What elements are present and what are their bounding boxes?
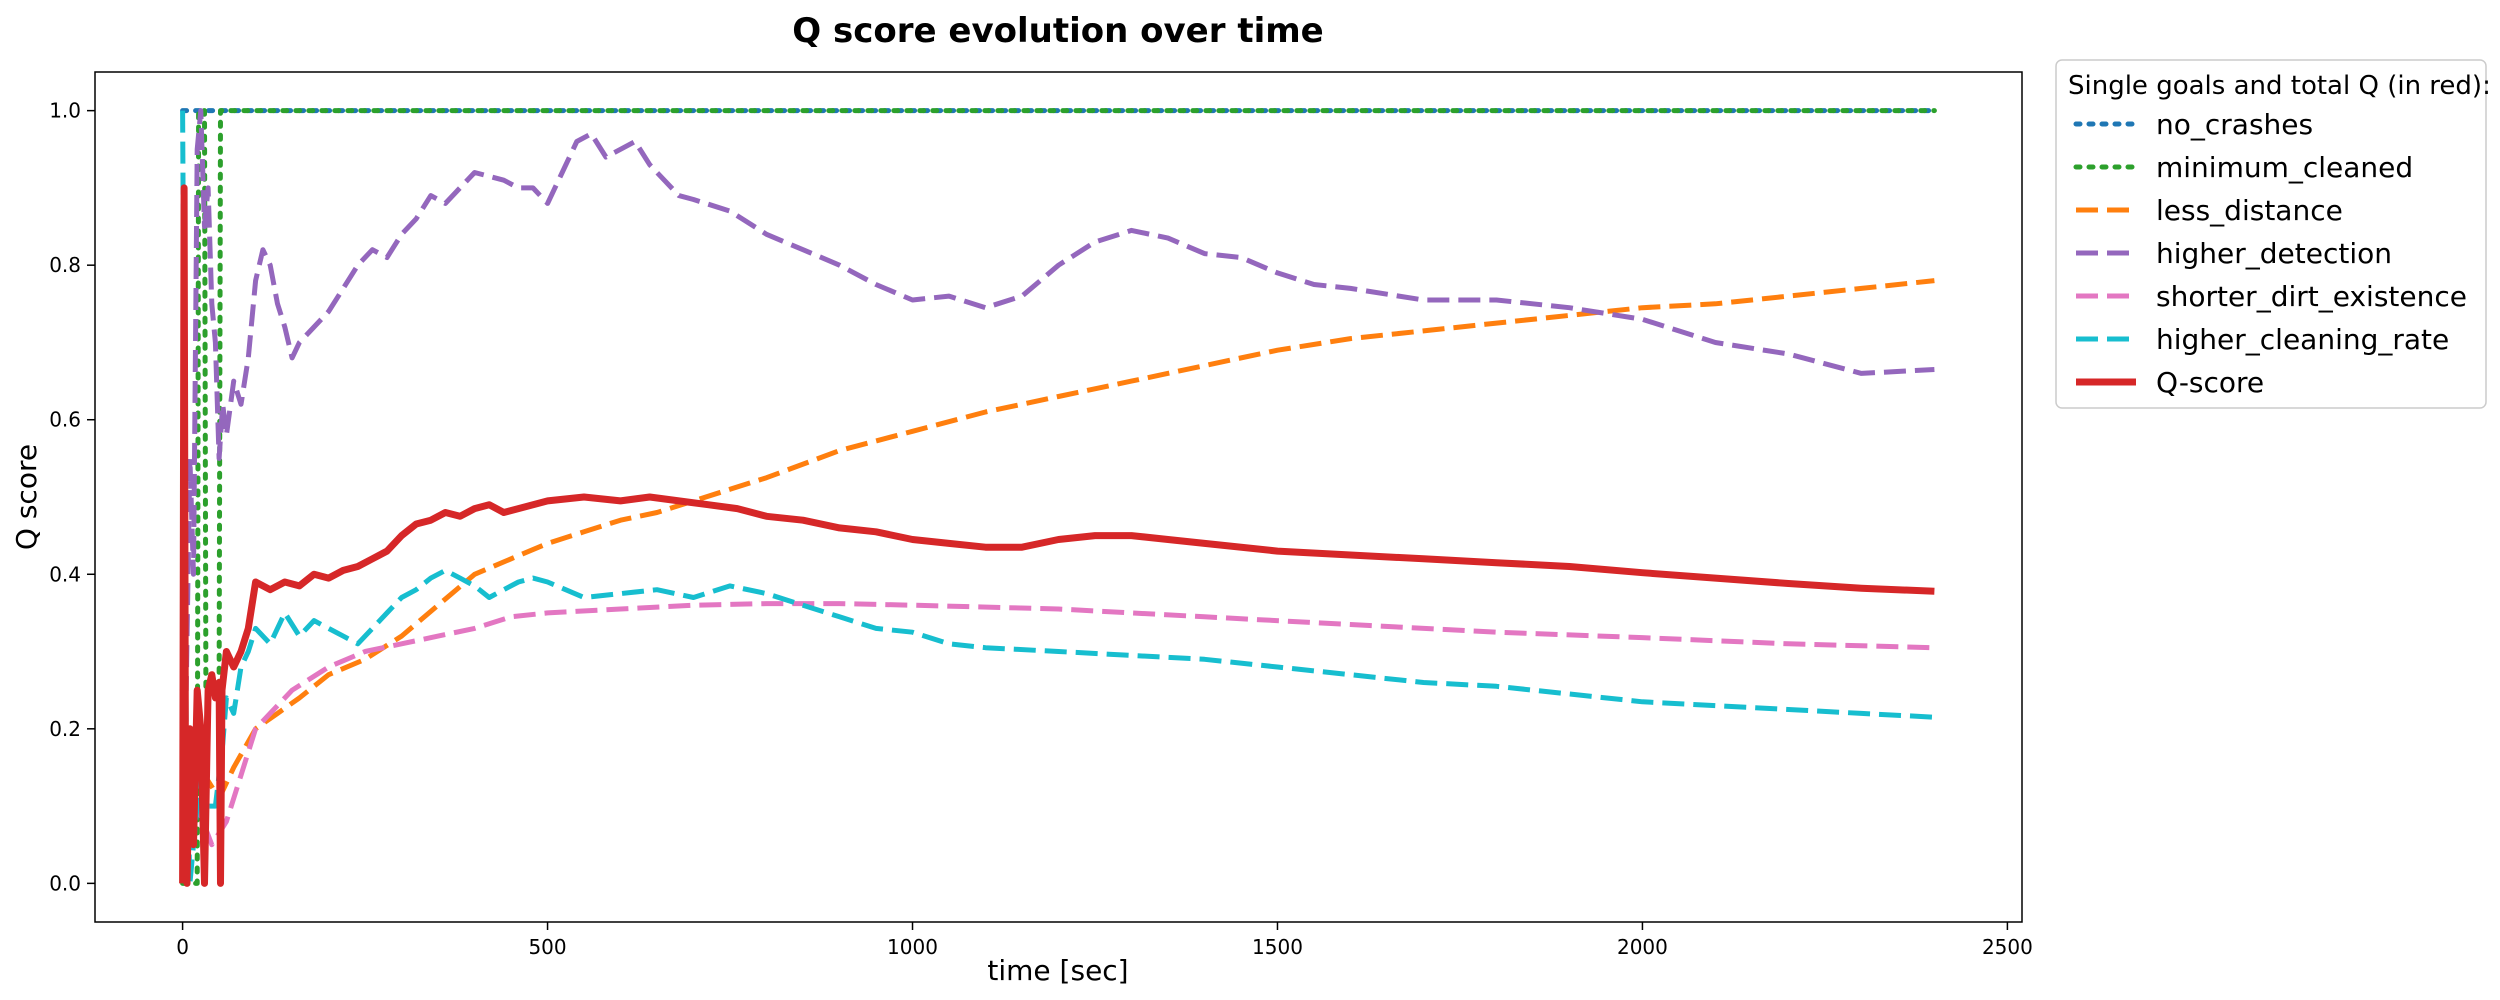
- series-line-3: [180, 108, 1935, 693]
- y-axis: 0.0 0.2 0.4 0.6 0.8 1.0: [49, 99, 95, 895]
- legend-label-2: less_distance: [2156, 194, 2343, 227]
- x-tick-label: 1000: [887, 935, 938, 959]
- legend-frame: [2055, 59, 2487, 409]
- plot-area-frame: [94, 71, 2023, 923]
- legend-label-4: shorter_dirt_existence: [2156, 280, 2467, 313]
- x-tick-label: 0: [176, 935, 189, 959]
- y-tick-label: 0.4: [49, 562, 81, 586]
- y-tick-label: 0.8: [49, 253, 81, 277]
- legend: Single goals and total Q (in red): no_cr…: [2055, 59, 2491, 409]
- x-tick-label: 1500: [1252, 935, 1303, 959]
- chart-title: Q score evolution over time: [792, 11, 1323, 51]
- series-line-4: [180, 601, 1935, 848]
- legend-label-1: minimum_cleaned: [2156, 151, 2413, 184]
- x-tick-label: 2500: [1982, 935, 2033, 959]
- x-tick-label: 500: [528, 935, 566, 959]
- x-axis: 0 500 1000 1500 2000 2500: [176, 922, 2033, 959]
- series-layer: [179, 108, 1937, 887]
- y-tick-label: 0.6: [49, 408, 81, 432]
- series-line-6: [179, 184, 1935, 887]
- x-axis-label: time [sec]: [987, 954, 1128, 987]
- series-line-5: [180, 110, 1935, 886]
- legend-label-3: higher_detection: [2156, 237, 2392, 270]
- y-tick-label: 0.0: [49, 871, 81, 895]
- series-line-2: [180, 278, 1935, 801]
- legend-label-5: higher_cleaning_rate: [2156, 323, 2449, 356]
- legend-title: Single goals and total Q (in red):: [2068, 71, 2491, 101]
- y-tick-label: 0.2: [49, 717, 81, 741]
- legend-items: no_crashes minimum_cleaned less_distancehi…: [2073, 108, 2467, 399]
- legend-label-0: no_crashes: [2156, 108, 2313, 141]
- y-axis-label: Q score: [10, 444, 43, 550]
- y-tick-label: 1.0: [49, 99, 81, 123]
- legend-label-6: Q-score: [2156, 366, 2264, 399]
- x-tick-label: 2000: [1617, 935, 1668, 959]
- series-line-1: [180, 108, 1937, 886]
